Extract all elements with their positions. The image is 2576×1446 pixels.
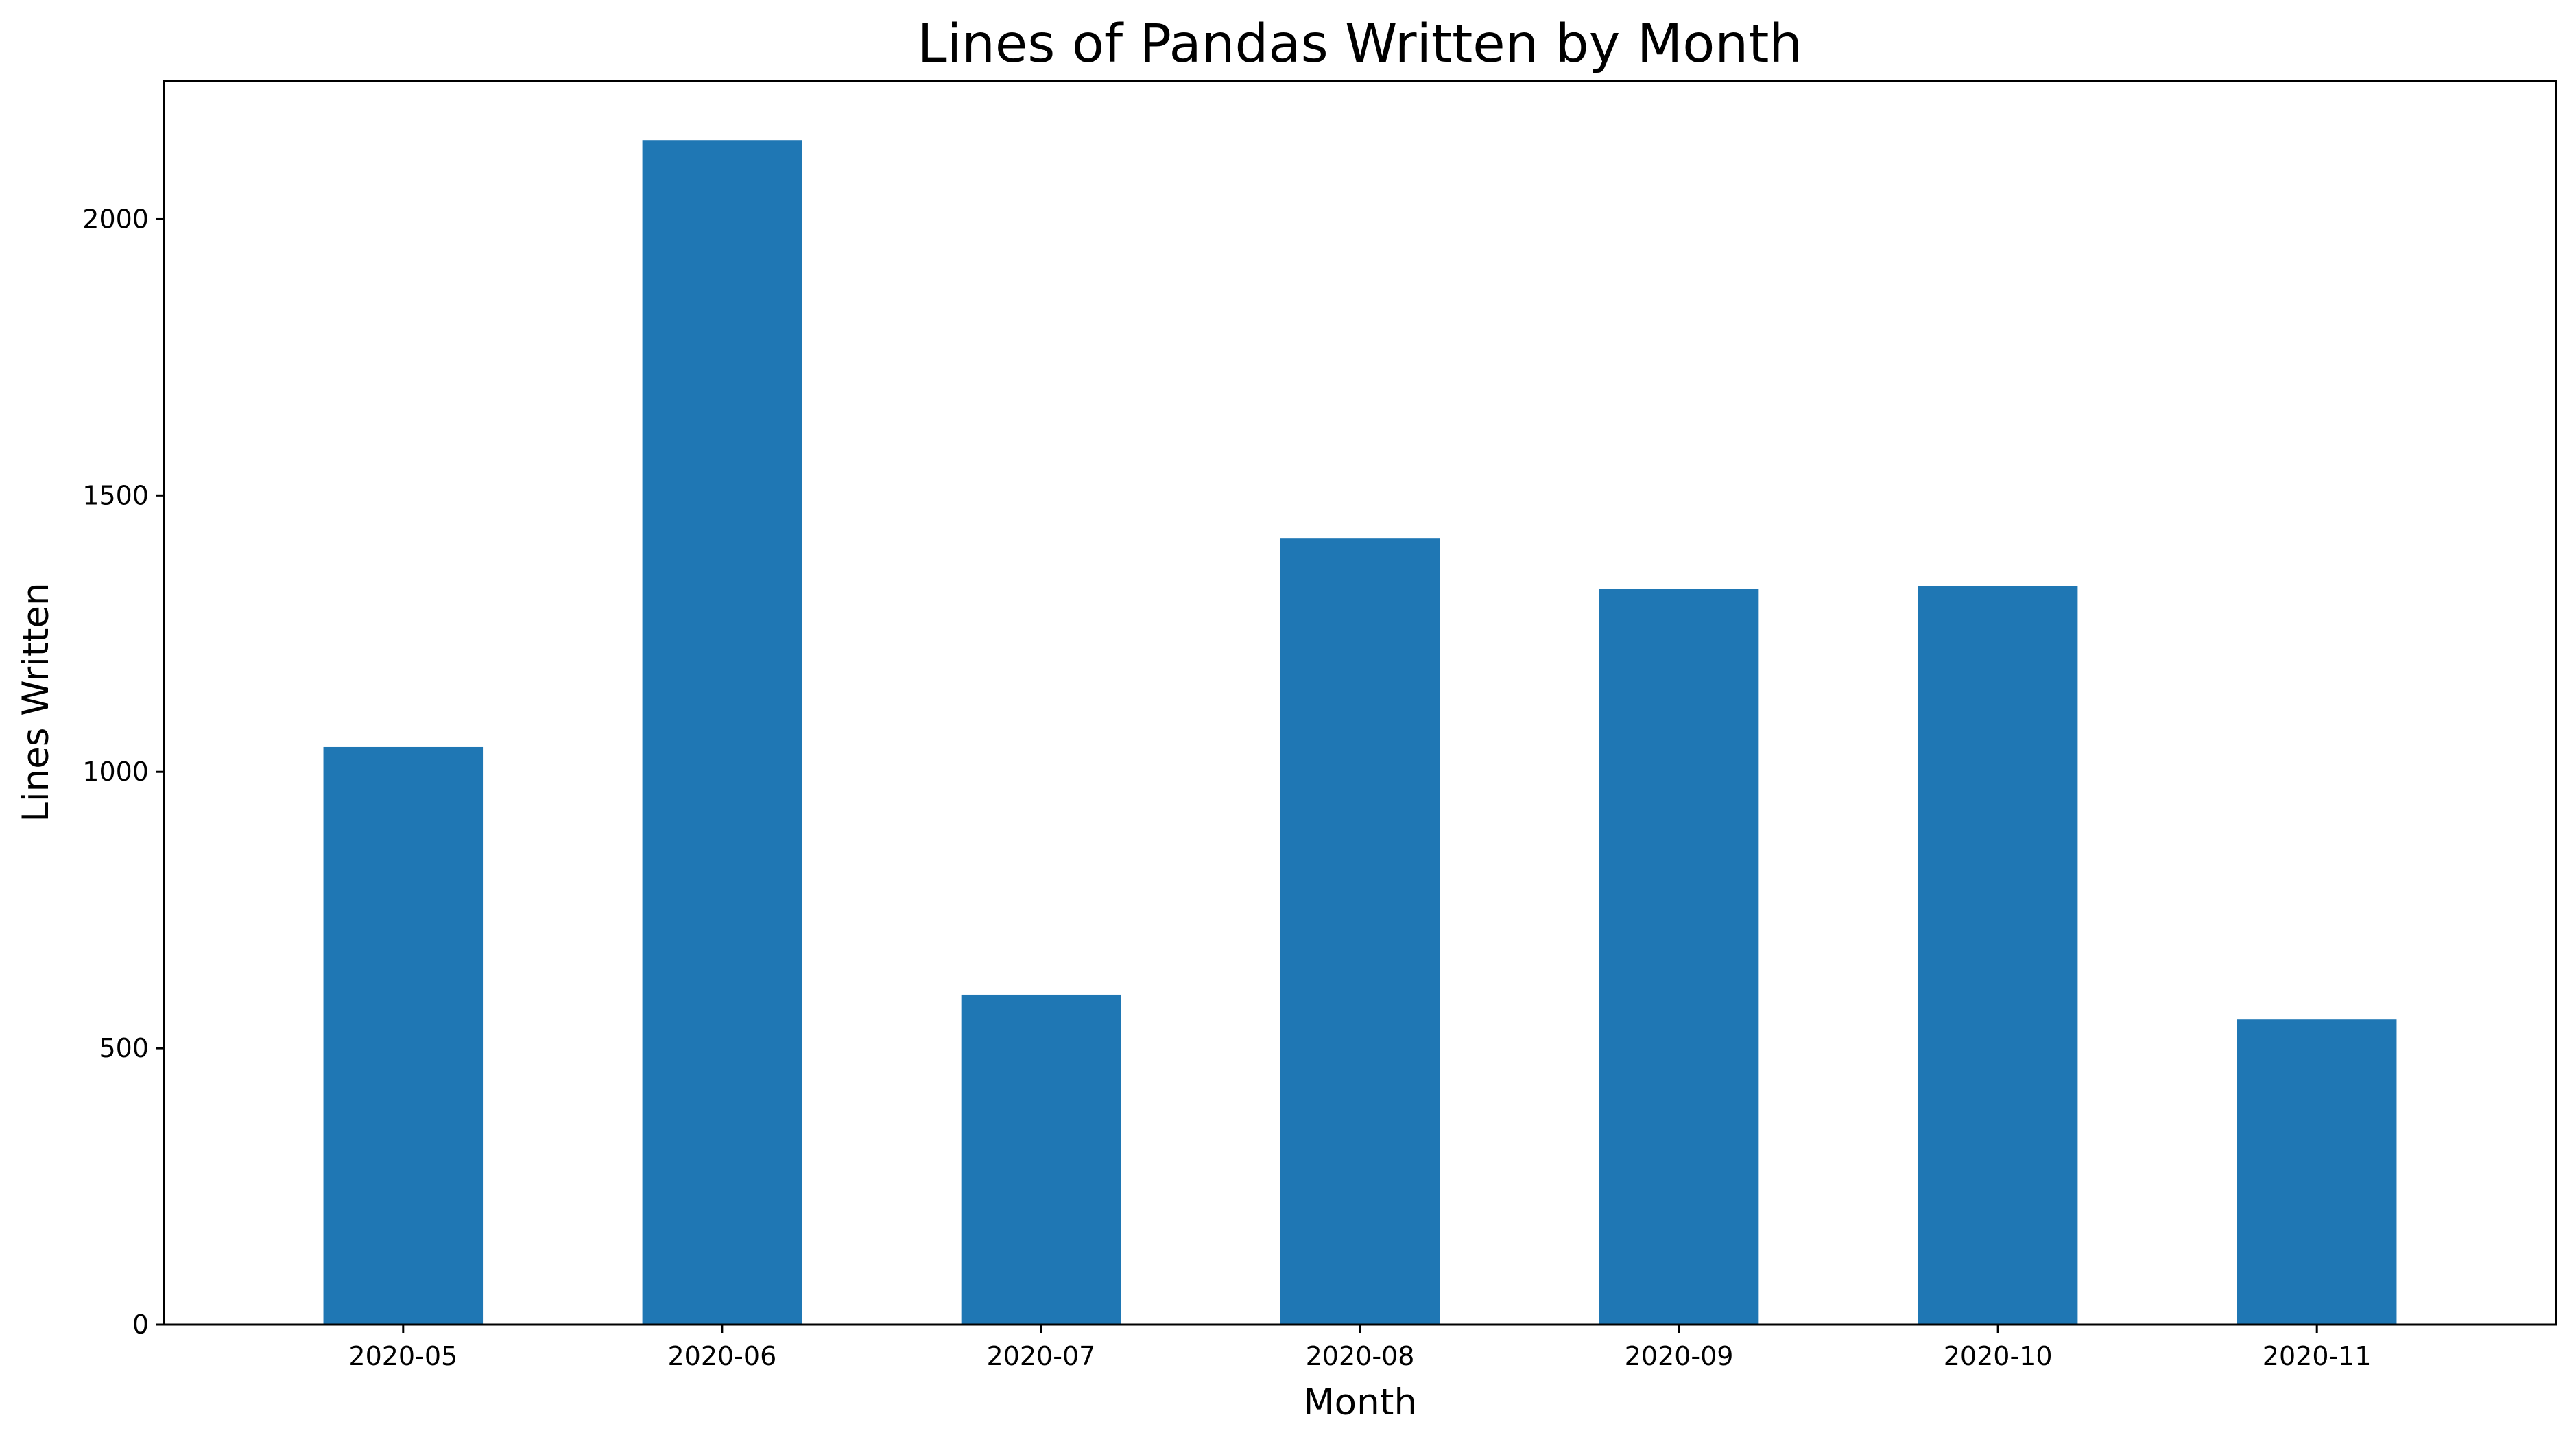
x-tick-label: 2020-05 [348, 1341, 457, 1371]
bar-2020-10 [1918, 586, 2078, 1325]
y-tick-label: 1500 [82, 480, 149, 510]
x-tick-label: 2020-08 [1306, 1341, 1415, 1371]
x-tick-label: 2020-09 [1625, 1341, 1734, 1371]
y-tick-label: 1000 [82, 757, 149, 787]
y-axis-label: Lines Written [15, 582, 57, 822]
bar-2020-11 [2237, 1019, 2397, 1325]
x-axis-label: Month [1303, 1382, 1417, 1423]
bar-2020-07 [961, 994, 1121, 1325]
x-axis-ticks: 2020-05 2020-06 2020-07 2020-08 2020-09 2020-… [348, 1325, 2372, 1371]
x-tick-label: 2020-07 [987, 1341, 1096, 1371]
x-tick-label: 2020-11 [2263, 1341, 2372, 1371]
y-axis-ticks: 0 500 1000 1500 2000 [82, 204, 164, 1340]
bars [323, 140, 2397, 1325]
y-tick-label: 2000 [82, 204, 149, 234]
bar-2020-08 [1280, 538, 1440, 1325]
x-tick-label: 2020-06 [667, 1341, 776, 1371]
y-tick-label: 500 [99, 1033, 149, 1063]
x-tick-label: 2020-10 [1944, 1341, 2053, 1371]
plot-frame [163, 80, 2557, 1326]
y-tick-label: 0 [132, 1309, 149, 1340]
chart-title: Lines of Pandas Written by Month [918, 14, 1802, 75]
bar-2020-09 [1599, 589, 1759, 1325]
bar-2020-06 [642, 140, 802, 1325]
bar-2020-05 [323, 746, 484, 1325]
